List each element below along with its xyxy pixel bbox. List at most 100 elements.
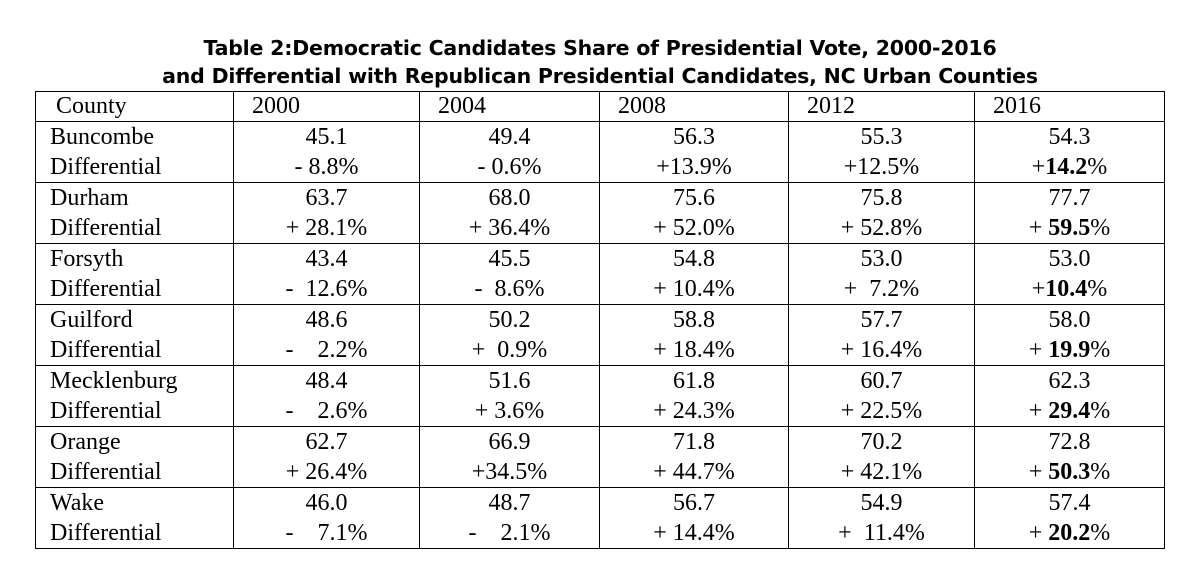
differential-number: 59.5 xyxy=(1048,215,1091,241)
differential-number: 2.6% xyxy=(317,398,368,424)
differential-value: + 44.7% xyxy=(600,457,788,487)
differential-number: 50.3 xyxy=(1048,459,1091,485)
differential-percent-sign: % xyxy=(1087,276,1108,302)
differential-number: 28.1% xyxy=(305,215,368,241)
table-row: Orange Differential 62.7 + 26.4% 66.9 +34.5% 7… xyxy=(35,426,1165,488)
value-cell: 60.7 + 22.5% xyxy=(788,365,975,427)
differential-percent-sign: % xyxy=(1087,154,1108,180)
title-line-1: Table 2:Democratic Candidates Share of P… xyxy=(203,36,997,60)
differential-value: - 2.6% xyxy=(234,396,419,426)
differential-value: + 7.2% xyxy=(789,274,974,304)
differential-number: 8.8% xyxy=(308,154,359,180)
differential-value: + 42.1% xyxy=(789,457,974,487)
differential-sign: + xyxy=(838,520,864,546)
vote-share: 49.4 xyxy=(488,124,531,150)
value-cell: 49.4- 0.6% xyxy=(419,121,600,183)
value-cell: 48.4- 2.6% xyxy=(233,365,420,427)
county-name: Guilford xyxy=(50,307,133,333)
differential-number: 3.6% xyxy=(494,398,545,424)
header-year-2008: 2008 xyxy=(599,91,789,122)
value-cell: 70.2 + 42.1% xyxy=(788,426,975,488)
value-cell: 72.8 + 50.3% xyxy=(974,426,1165,488)
value-cell: 66.9 +34.5% xyxy=(419,426,600,488)
value-cell: 58.8 + 18.4% xyxy=(599,304,789,366)
table-row: Forsyth Differential 43.4- 12.6% 45.5- 8.6%… xyxy=(35,243,1165,305)
differential-value: + 14.4% xyxy=(600,518,788,548)
vote-share: 48.6 xyxy=(305,307,348,333)
differential-value: - 0.6% xyxy=(420,152,599,182)
differential-number: 24.3% xyxy=(672,398,735,424)
header-year-2016: 2016 xyxy=(974,91,1165,122)
differential-sign: + xyxy=(840,459,861,485)
vote-share: 57.7 xyxy=(860,307,903,333)
differential-number: 0.9% xyxy=(497,337,548,363)
differential-percent-sign: % xyxy=(1090,459,1111,485)
vote-share: 62.7 xyxy=(305,429,348,455)
vote-share: 51.6 xyxy=(488,368,531,394)
differential-number: 12.6% xyxy=(305,276,368,302)
differential-label: Differential xyxy=(50,398,162,424)
differential-number: 16.4% xyxy=(860,337,923,363)
differential-percent-sign: % xyxy=(1090,398,1111,424)
value-cell: 71.8 + 44.7% xyxy=(599,426,789,488)
differential-sign: + xyxy=(1028,398,1049,424)
value-cell: 48.7- 2.1% xyxy=(419,487,600,549)
vote-share: 58.0 xyxy=(1048,307,1091,333)
differential-value: - 7.1% xyxy=(234,518,419,548)
differential-sign: - xyxy=(285,276,306,302)
value-cell: 77.7 + 59.5% xyxy=(974,182,1165,244)
differential-value: + 26.4% xyxy=(234,457,419,487)
differential-sign: + xyxy=(1031,276,1046,302)
table-row: Durham Differential 63.7 + 28.1% 68.0 + 36.4%… xyxy=(35,182,1165,244)
differential-sign: + xyxy=(653,276,673,302)
value-cell: 55.3 +12.5% xyxy=(788,121,975,183)
value-cell: 56.3 +13.9% xyxy=(599,121,789,183)
differential-number: 13.9% xyxy=(669,154,732,180)
differential-value: + 10.4% xyxy=(600,274,788,304)
value-cell: 53.0 +10.4% xyxy=(974,243,1165,305)
differential-sign: + xyxy=(653,337,673,363)
differential-sign: + xyxy=(471,337,498,363)
vote-share: 54.3 xyxy=(1048,124,1091,150)
county-name: Buncombe xyxy=(50,124,154,150)
vote-share: 43.4 xyxy=(305,246,348,272)
differential-value: +10.4% xyxy=(975,274,1164,304)
differential-number: 18.4% xyxy=(672,337,735,363)
vote-share: 62.3 xyxy=(1048,368,1091,394)
value-cell: 46.0- 7.1% xyxy=(233,487,420,549)
header-year-2000: 2000 xyxy=(233,91,420,122)
differential-value: + 50.3% xyxy=(975,457,1164,487)
differential-percent-sign: % xyxy=(1090,215,1111,241)
differential-number: 14.2 xyxy=(1045,154,1088,180)
value-cell: 54.3 +14.2% xyxy=(974,121,1165,183)
differential-value: +14.2% xyxy=(975,152,1164,182)
differential-number: 36.4% xyxy=(488,215,551,241)
differential-sign: + xyxy=(285,459,306,485)
vote-share: 54.9 xyxy=(860,490,903,516)
vote-share: 70.2 xyxy=(860,429,903,455)
vote-share: 50.2 xyxy=(488,307,531,333)
differential-sign: + xyxy=(653,520,673,546)
differential-sign: + xyxy=(1028,459,1049,485)
differential-value: - 2.1% xyxy=(420,518,599,548)
differential-value: - 8.8% xyxy=(234,152,419,182)
differential-number: 34.5% xyxy=(485,459,548,485)
differential-sign: - xyxy=(468,520,501,546)
differential-percent-sign: % xyxy=(1090,520,1111,546)
value-cell: 75.8 + 52.8% xyxy=(788,182,975,244)
differential-sign: + xyxy=(843,276,870,302)
differential-sign: + xyxy=(1028,337,1049,363)
differential-value: +34.5% xyxy=(420,457,599,487)
differential-sign: + xyxy=(474,398,495,424)
header-row: County 2000 2004 2008 2012 2016 xyxy=(35,91,1165,122)
value-cell: 62.3 + 29.4% xyxy=(974,365,1165,427)
differential-sign: - xyxy=(285,520,318,546)
header-year-2004: 2004 xyxy=(419,91,600,122)
differential-value: + 20.2% xyxy=(975,518,1164,548)
value-cell: 54.8 + 10.4% xyxy=(599,243,789,305)
differential-number: 0.6% xyxy=(491,154,542,180)
differential-number: 10.4 xyxy=(1045,276,1088,302)
value-cell: 56.7 + 14.4% xyxy=(599,487,789,549)
differential-value: +13.9% xyxy=(600,152,788,182)
vote-share-table: County 2000 2004 2008 2012 2016 Buncombe… xyxy=(35,91,1165,549)
